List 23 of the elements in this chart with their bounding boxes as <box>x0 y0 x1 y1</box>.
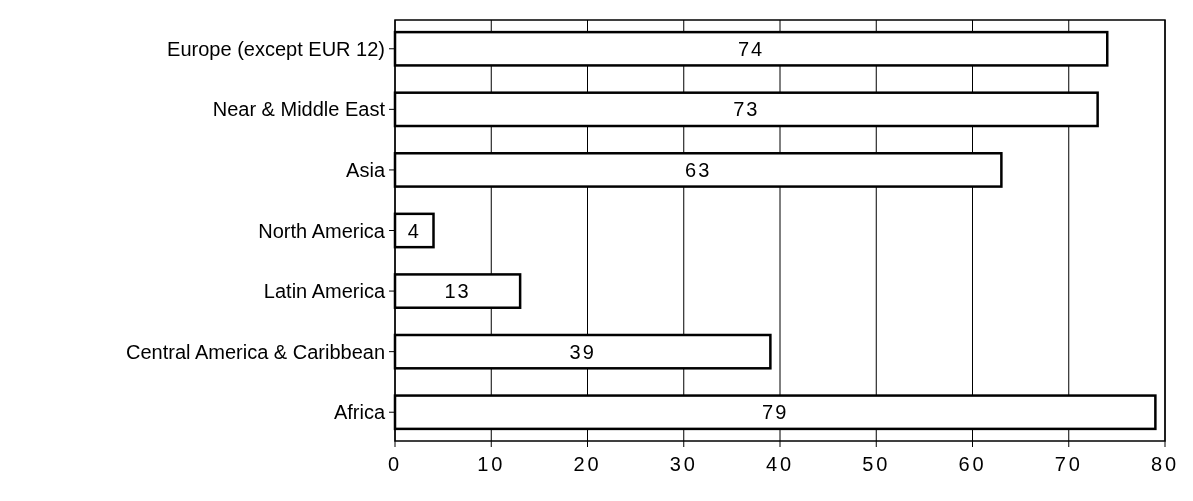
x-tick-label: 20 <box>573 453 602 475</box>
x-tick-label: 70 <box>1054 453 1083 475</box>
x-tick-label: 40 <box>765 453 795 475</box>
x-tick-label: 0 <box>387 453 403 475</box>
data-label: 13 <box>444 280 471 303</box>
data-label: 74 <box>738 37 765 60</box>
x-tick-label: 10 <box>477 453 506 475</box>
y-tick-label: Africa <box>333 401 386 424</box>
y-tick-label: Latin America <box>263 280 386 303</box>
y-tick-label: North America <box>258 219 386 242</box>
y-tick-label: Central America & Caribbean <box>125 340 385 363</box>
data-label: 63 <box>685 158 712 181</box>
x-tick-label: 30 <box>669 453 698 475</box>
y-tick-label: Europe (except EUR 12) <box>167 37 385 60</box>
y-tick-label: Near & Middle East <box>212 98 386 121</box>
y-tick-label: Asia <box>346 158 386 181</box>
data-label: 79 <box>762 401 789 424</box>
x-tick-label: 80 <box>1150 453 1180 475</box>
x-tick-label: 60 <box>958 453 987 475</box>
x-tick-label: 50 <box>862 453 891 475</box>
data-label: 39 <box>569 340 596 363</box>
data-label: 73 <box>733 98 760 121</box>
data-label: 4 <box>407 219 421 242</box>
